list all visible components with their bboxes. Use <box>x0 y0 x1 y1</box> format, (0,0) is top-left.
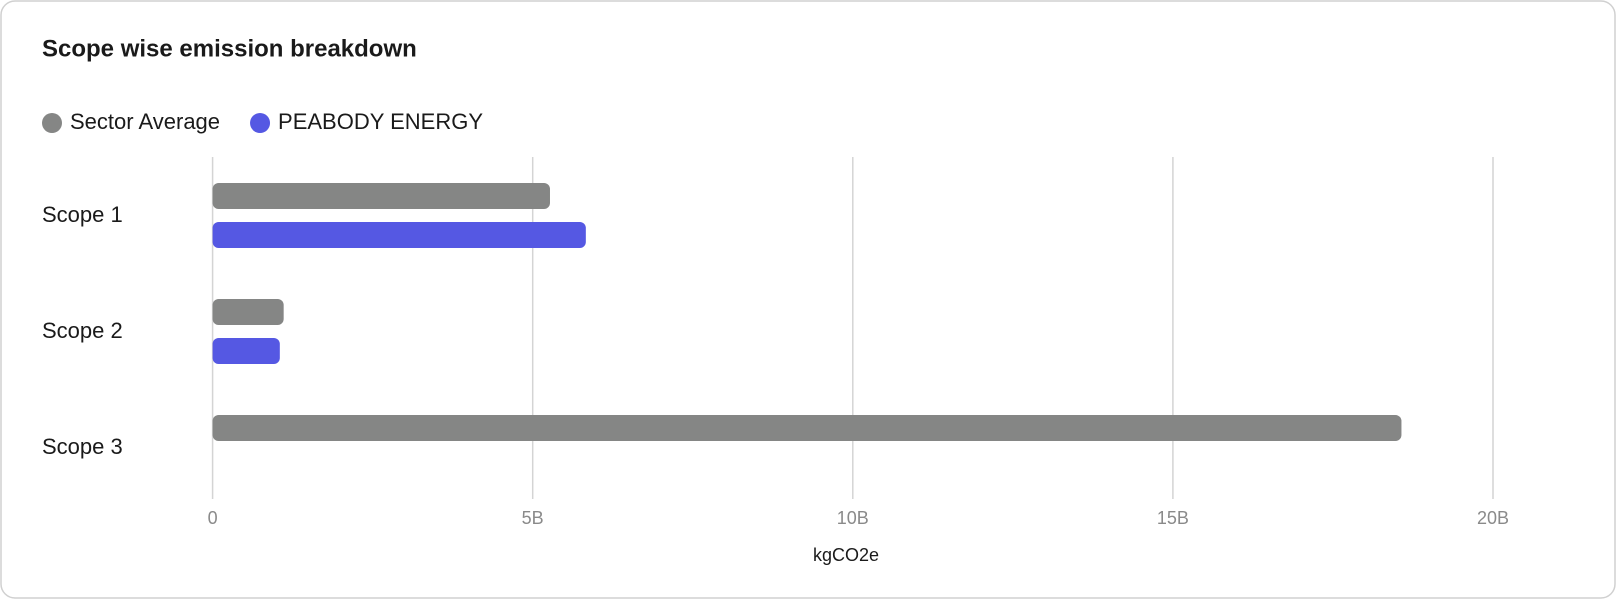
x-tick-label: 20B <box>1477 508 1509 528</box>
y-tick-label: Scope 3 <box>42 434 123 459</box>
x-axis-title: kgCO2e <box>813 545 879 565</box>
y-tick-label: Scope 2 <box>42 318 123 343</box>
x-tick-label: 0 <box>208 508 218 528</box>
chart-title: Scope wise emission breakdown <box>42 35 417 62</box>
y-tick-label: Scope 1 <box>42 202 123 227</box>
bar <box>212 222 586 248</box>
bar <box>212 415 1402 441</box>
bar <box>212 338 280 364</box>
x-tick-label: 5B <box>522 508 544 528</box>
bar <box>212 299 284 325</box>
legend-label: PEABODY ENERGY <box>278 109 483 134</box>
bar <box>212 183 550 209</box>
legend-swatch <box>42 113 62 133</box>
legend-swatch <box>250 113 271 133</box>
x-tick-label: 10B <box>837 508 869 528</box>
x-tick-label: 15B <box>1157 508 1189 528</box>
legend-label: Sector Average <box>70 109 220 134</box>
